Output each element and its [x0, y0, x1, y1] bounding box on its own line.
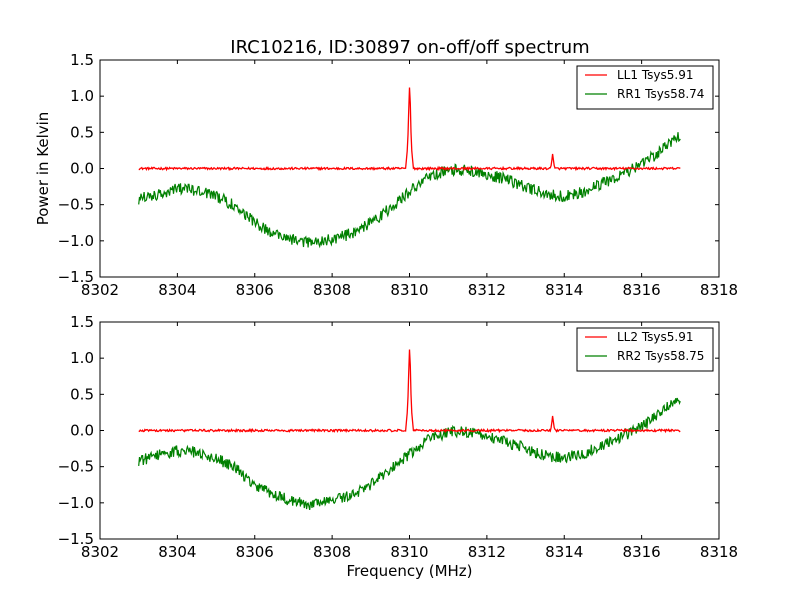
legend-box — [576, 327, 714, 372]
legend-label: LL2 Tsys5.91 — [617, 330, 694, 344]
legend-label: LL1 Tsys5.91 — [617, 68, 694, 82]
legend: LL1 Tsys5.91 RR1 Tsys58.74 — [576, 65, 714, 110]
y-tick-label: 0.0 — [70, 160, 94, 178]
y-tick-label: 1.0 — [70, 87, 94, 105]
bottom-panel: 8302 8304 8306 8308 8310 8312 8314 8316 8318 −1.5… — [58, 313, 739, 580]
x-tick-label: 8306 — [236, 543, 274, 561]
y-tick-label: −1.0 — [58, 494, 94, 512]
y-tick-label: 0.5 — [70, 123, 94, 141]
y-tick-label: −0.5 — [58, 196, 94, 214]
legend-label: RR1 Tsys58.74 — [617, 87, 704, 101]
x-tick-label: 8304 — [158, 543, 196, 561]
y-tick-label: 0.5 — [70, 385, 94, 403]
y-tick-label: 1.0 — [70, 349, 94, 367]
legend: LL2 Tsys5.91 RR2 Tsys58.75 — [576, 327, 714, 372]
x-tick-label: 8308 — [313, 281, 351, 299]
y-axis-label: Power in Kelvin — [34, 112, 52, 226]
series-line-rr — [138, 397, 681, 511]
x-tick-label: 8318 — [700, 281, 738, 299]
x-tick-label: 8314 — [545, 281, 583, 299]
y-tick-label: −0.5 — [58, 458, 94, 476]
y-tick-label: 1.5 — [70, 51, 94, 69]
legend-box — [576, 65, 714, 110]
x-axis-label: Frequency (MHz) — [346, 562, 472, 580]
y-tick-label: −1.5 — [58, 268, 94, 286]
x-tick-label: 8304 — [158, 281, 196, 299]
x-tick-label: 8312 — [468, 543, 506, 561]
x-tick-label: 8302 — [81, 543, 119, 561]
x-tick-label: 8316 — [623, 281, 661, 299]
x-tick-label: 8318 — [700, 543, 738, 561]
x-tick-label: 8302 — [81, 281, 119, 299]
top-panel: 8302 8304 8306 8308 8310 8312 8314 8316 8318 −1.5… — [34, 51, 738, 299]
x-tick-label: 8310 — [390, 543, 428, 561]
series-line-ll — [138, 349, 681, 434]
chart-title: IRC10216, ID:30897 on-off/off spectrum — [230, 37, 589, 58]
x-tick-label: 8308 — [313, 543, 351, 561]
y-tick-label: 0.0 — [70, 422, 94, 440]
x-tick-label: 8310 — [390, 281, 428, 299]
series-line-rr — [138, 132, 681, 249]
y-tick-label: 1.5 — [70, 313, 94, 331]
y-tick-label: −1.0 — [58, 232, 94, 250]
series-group — [138, 87, 681, 249]
x-tick-label: 8316 — [623, 543, 661, 561]
x-tick-label: 8306 — [236, 281, 274, 299]
series-group — [138, 349, 681, 511]
y-tick-label: −1.5 — [58, 530, 94, 548]
legend-label: RR2 Tsys58.75 — [617, 349, 704, 363]
x-tick-label: 8314 — [545, 543, 583, 561]
series-line-ll — [138, 87, 681, 172]
x-tick-label: 8312 — [468, 281, 506, 299]
